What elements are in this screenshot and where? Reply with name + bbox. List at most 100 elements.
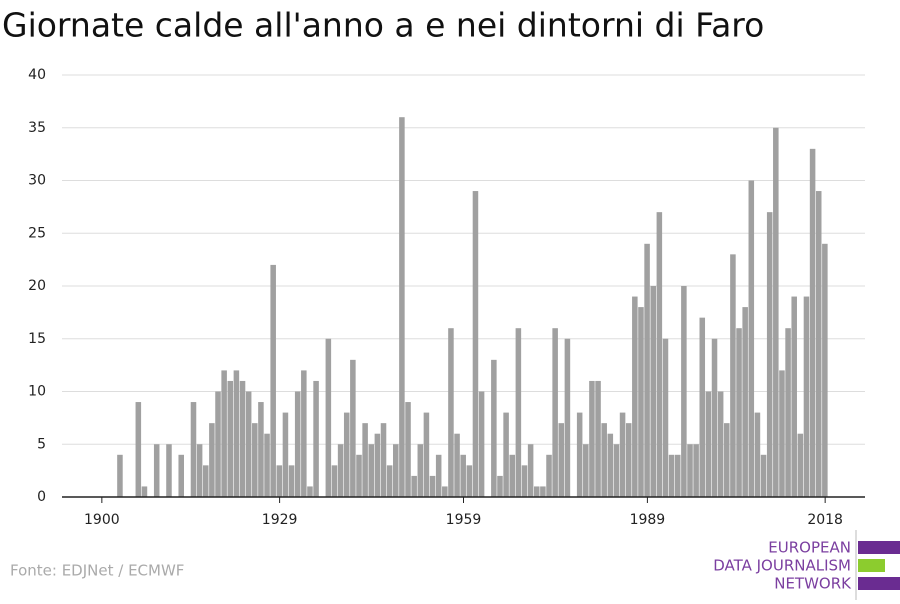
- bar: [331, 465, 338, 497]
- bar: [190, 402, 197, 497]
- logo-bar: [858, 577, 900, 590]
- bar: [466, 465, 473, 497]
- y-tick-label: 35: [28, 120, 46, 136]
- bar: [209, 423, 215, 497]
- bar: [301, 370, 307, 497]
- bar: [350, 359, 356, 497]
- bar: [417, 444, 424, 497]
- bar: [294, 391, 301, 497]
- logo-bar: [858, 559, 885, 572]
- bar: [448, 328, 454, 497]
- y-tick-label: 25: [28, 225, 46, 241]
- bar: [399, 117, 405, 497]
- y-tick-label: 40: [28, 67, 46, 83]
- bar: [607, 433, 614, 497]
- bar: [815, 191, 822, 498]
- bar: [736, 328, 742, 497]
- bar: [564, 338, 571, 497]
- bar: [546, 454, 552, 497]
- bar: [491, 359, 497, 497]
- y-tick-label: 10: [28, 384, 46, 400]
- bar: [687, 444, 693, 497]
- bar: [460, 454, 466, 497]
- bar: [791, 296, 797, 497]
- bar: [429, 475, 436, 497]
- bar: [533, 486, 540, 497]
- bar: [589, 380, 595, 497]
- x-tick-label: 1929: [262, 512, 298, 528]
- bar: [313, 380, 319, 497]
- bar: [699, 317, 706, 497]
- bar: [632, 296, 638, 497]
- bar: [809, 148, 816, 497]
- bar: [583, 444, 589, 497]
- bar: [356, 454, 362, 497]
- bar: [276, 465, 283, 497]
- bar: [638, 307, 644, 497]
- bar: [773, 127, 779, 497]
- bar: [196, 444, 203, 497]
- bar: [521, 465, 528, 497]
- bar: [681, 286, 687, 497]
- bar: [822, 243, 828, 497]
- bar: [288, 465, 295, 497]
- x-tick-label: 2018: [807, 512, 843, 528]
- bar: [374, 433, 381, 497]
- logo-text: DATA JOURNALISM: [713, 557, 851, 575]
- bar: [117, 454, 123, 497]
- bar: [540, 486, 546, 497]
- bar: [656, 212, 663, 497]
- bar: [527, 444, 534, 497]
- bar: [509, 454, 516, 497]
- bar: [405, 402, 411, 497]
- bar: [595, 380, 601, 497]
- x-tick-label: 1900: [84, 512, 120, 528]
- bar: [141, 486, 148, 497]
- bar: [797, 433, 804, 497]
- bar: [730, 254, 736, 497]
- bar: [742, 307, 748, 497]
- bar: [337, 444, 344, 497]
- y-tick-label: 5: [37, 436, 46, 452]
- bar: [215, 391, 221, 497]
- bar: [472, 191, 479, 498]
- y-tick-label: 15: [28, 331, 46, 347]
- bar: [343, 412, 350, 497]
- bar: [754, 412, 761, 497]
- bar: [325, 338, 332, 497]
- bar: [307, 486, 313, 497]
- bar: [619, 412, 626, 497]
- bar: [662, 338, 669, 497]
- bar: [221, 370, 227, 497]
- bar: [386, 465, 393, 497]
- y-tick-label: 20: [28, 278, 46, 294]
- x-tick-label: 1989: [630, 512, 666, 528]
- bar: [785, 328, 791, 497]
- bar: [368, 444, 375, 497]
- bar: [411, 475, 417, 497]
- logo-text: NETWORK: [774, 575, 852, 593]
- bar: [503, 412, 509, 497]
- bar: [803, 296, 810, 497]
- bar: [717, 391, 724, 497]
- logo: EUROPEAN DATA JOURNALISM NETWORK: [713, 530, 900, 600]
- bar: [380, 423, 387, 497]
- bar: [760, 454, 767, 497]
- bar: [393, 444, 399, 497]
- bar: [779, 370, 785, 497]
- bar: [153, 444, 160, 497]
- source: Fonte: EDJNet / ECMWF: [10, 562, 184, 580]
- bar: [245, 391, 252, 497]
- bar: [423, 412, 430, 497]
- bar: [454, 433, 460, 497]
- bar: [178, 454, 184, 497]
- bar: [552, 328, 558, 497]
- bar: [705, 391, 712, 497]
- logo-text: EUROPEAN: [768, 539, 851, 557]
- chart-title: Giornate calde all'anno a e nei dintorni…: [2, 6, 764, 45]
- bar: [613, 444, 620, 497]
- bar: [258, 402, 264, 497]
- bar: [135, 402, 142, 497]
- x-tick-label: 1959: [446, 512, 482, 528]
